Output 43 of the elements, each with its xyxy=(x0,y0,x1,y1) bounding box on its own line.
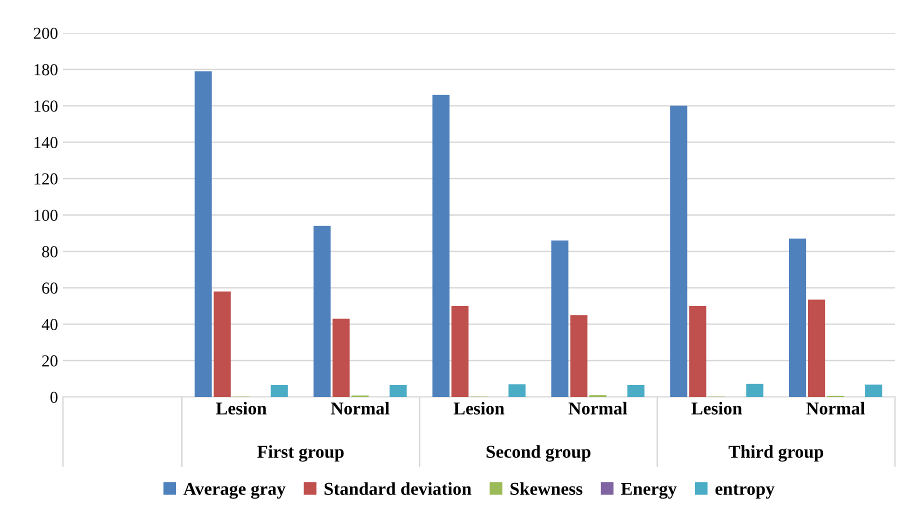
y-tick-label: 20 xyxy=(42,355,58,367)
y-tick-label: 160 xyxy=(34,100,58,112)
x-tick-label: Lesion xyxy=(691,402,742,415)
bar xyxy=(746,384,764,397)
legend-label: Skewness xyxy=(510,482,582,495)
legend-label: Average gray xyxy=(183,482,286,499)
x-tick-label: Normal xyxy=(568,402,628,415)
bar xyxy=(451,306,469,397)
bar xyxy=(508,384,526,397)
bar xyxy=(670,106,688,397)
y-tick-label: 60 xyxy=(42,282,58,294)
bar xyxy=(194,71,212,397)
x-tick-label: Normal xyxy=(806,402,865,415)
bar xyxy=(314,226,331,397)
bar xyxy=(627,384,644,397)
y-tick-label: 120 xyxy=(34,173,58,185)
x-tick-label: Lesion xyxy=(216,402,267,415)
y-tick-label: 80 xyxy=(42,246,58,258)
bar xyxy=(808,300,826,397)
legend-label: Energy xyxy=(621,482,677,499)
bar xyxy=(432,94,450,397)
y-tick-label: 100 xyxy=(34,210,58,221)
legend-label: Standard deviation xyxy=(324,482,472,495)
y-tick-label: 200 xyxy=(34,28,58,39)
bar xyxy=(270,384,288,397)
y-tick-label: 0 xyxy=(50,392,58,403)
bar xyxy=(551,240,568,397)
bar xyxy=(390,384,407,397)
bar xyxy=(689,306,706,397)
text: Third group xyxy=(728,445,824,462)
text: First group xyxy=(257,445,344,462)
text: Second group xyxy=(486,445,590,462)
x-tick-label: Lesion xyxy=(454,402,504,415)
bar xyxy=(865,384,882,397)
bar xyxy=(214,291,231,397)
bar xyxy=(332,318,350,397)
y-tick-label: 140 xyxy=(34,136,58,148)
y-tick-label: 180 xyxy=(34,64,58,76)
y-tick-label: 40 xyxy=(42,318,58,330)
bar xyxy=(570,315,588,397)
legend-label: entropy xyxy=(715,484,774,499)
bar xyxy=(788,238,806,397)
x-tick-label: Normal xyxy=(330,402,390,415)
